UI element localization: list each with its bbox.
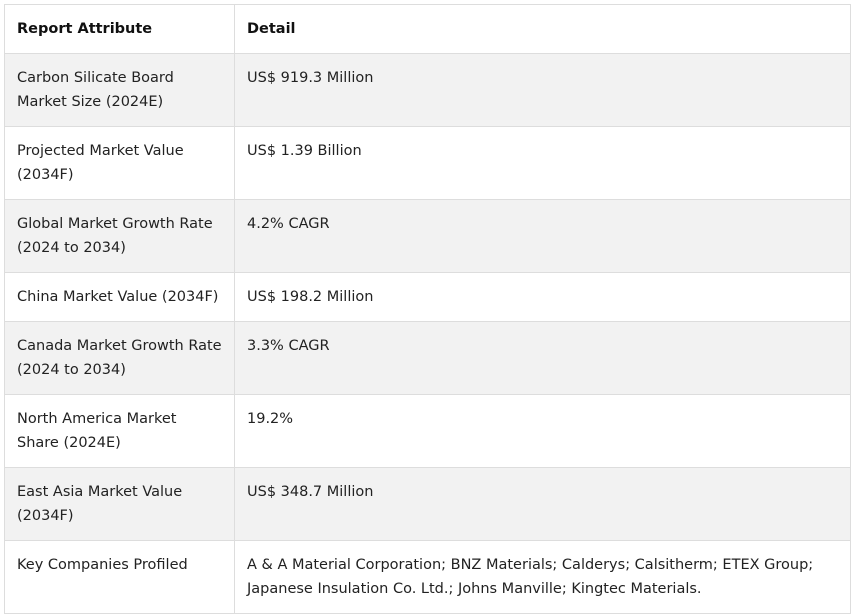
report-attribute-table: Report Attribute Detail Carbon Silicate … — [4, 4, 851, 614]
attribute-cell: Key Companies Profiled — [4, 540, 235, 614]
table-row: Key Companies Profiled A & A Material Co… — [4, 540, 851, 614]
attribute-cell: East Asia Market Value (2034F) — [4, 467, 235, 541]
report-table-container: Report Attribute Detail Carbon Silicate … — [4, 4, 851, 614]
detail-cell: US$ 919.3 Million — [234, 53, 851, 127]
attribute-cell: Carbon Silicate Board Market Size (2024E… — [4, 53, 235, 127]
attribute-cell: Global Market Growth Rate (2024 to 2034) — [4, 199, 235, 273]
detail-cell: 4.2% CAGR — [234, 199, 851, 273]
attribute-cell: China Market Value (2034F) — [4, 272, 235, 322]
table-row: Projected Market Value (2034F) US$ 1.39 … — [4, 126, 851, 200]
detail-cell: A & A Material Corporation; BNZ Material… — [234, 540, 851, 614]
attribute-cell: Projected Market Value (2034F) — [4, 126, 235, 200]
table-row: North America Market Share (2024E) 19.2% — [4, 394, 851, 468]
table-row: China Market Value (2034F) US$ 198.2 Mil… — [4, 272, 851, 322]
header-report-attribute: Report Attribute — [4, 4, 235, 54]
attribute-cell: North America Market Share (2024E) — [4, 394, 235, 468]
detail-cell: 3.3% CAGR — [234, 321, 851, 395]
table-row: Global Market Growth Rate (2024 to 2034)… — [4, 199, 851, 273]
detail-cell: US$ 1.39 Billion — [234, 126, 851, 200]
table-row: Canada Market Growth Rate (2024 to 2034)… — [4, 321, 851, 395]
header-detail: Detail — [234, 4, 851, 54]
attribute-cell: Canada Market Growth Rate (2024 to 2034) — [4, 321, 235, 395]
table-row: Carbon Silicate Board Market Size (2024E… — [4, 53, 851, 127]
table-header-row: Report Attribute Detail — [4, 4, 851, 54]
detail-cell: US$ 198.2 Million — [234, 272, 851, 322]
table-row: East Asia Market Value (2034F) US$ 348.7… — [4, 467, 851, 541]
detail-cell: 19.2% — [234, 394, 851, 468]
detail-cell: US$ 348.7 Million — [234, 467, 851, 541]
